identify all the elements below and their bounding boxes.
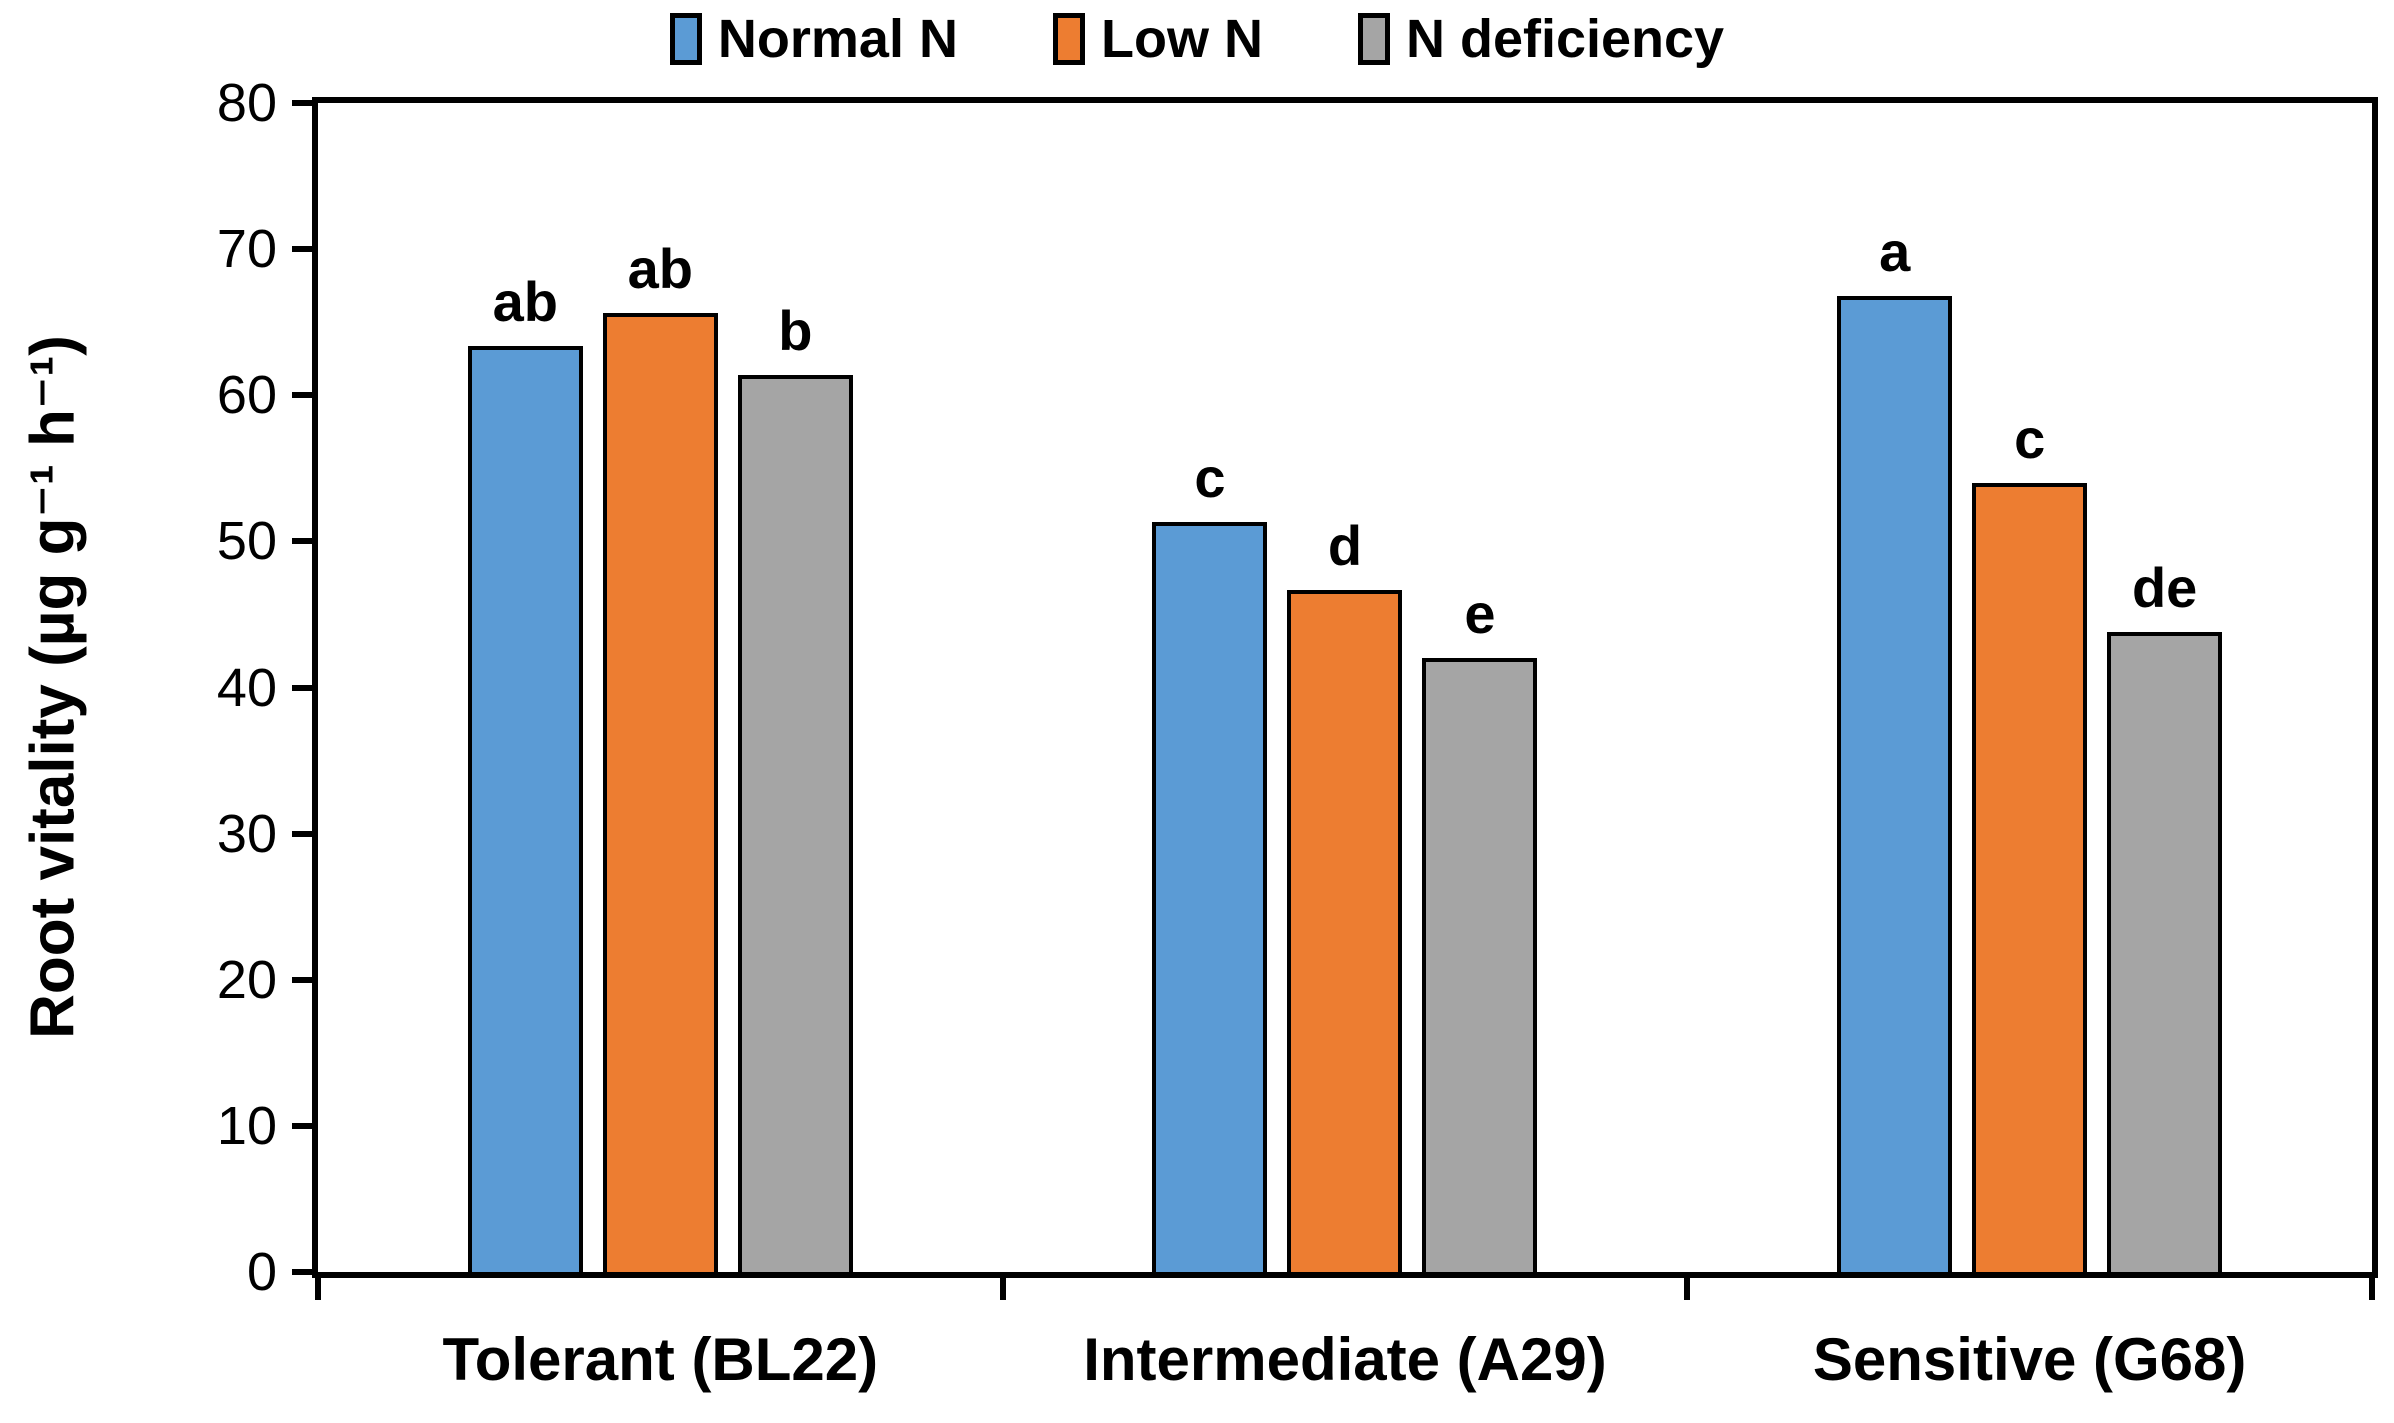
bar-normal-n bbox=[467, 345, 583, 1272]
bar-wrap: e bbox=[1422, 103, 1538, 1272]
legend-marker-icon bbox=[1357, 13, 1390, 65]
x-axis-tick bbox=[315, 1272, 321, 1300]
bar-wrap: c bbox=[1972, 103, 2088, 1272]
y-axis-tick bbox=[292, 1122, 318, 1129]
bar-n-deficiency bbox=[2107, 631, 2223, 1272]
bar-wrap: c bbox=[1152, 103, 1268, 1272]
significance-letter: d bbox=[1327, 513, 1363, 577]
y-axis-tick-label: 60 bbox=[216, 365, 277, 426]
y-axis-tick-label: 80 bbox=[216, 73, 277, 133]
bar-wrap: d bbox=[1287, 103, 1403, 1272]
y-axis-tick bbox=[292, 100, 318, 106]
y-axis-tick-label: 20 bbox=[216, 949, 277, 1010]
significance-letter: ab bbox=[492, 269, 558, 333]
x-axis-tick bbox=[2369, 1272, 2375, 1300]
bar-group-2: a c de bbox=[1687, 103, 2372, 1272]
bar-wrap: ab bbox=[467, 103, 583, 1272]
y-axis-tick bbox=[292, 684, 318, 691]
bar-low-n bbox=[1287, 589, 1403, 1272]
bar-low-n bbox=[602, 313, 718, 1272]
bar-wrap: a bbox=[1837, 103, 1953, 1272]
y-axis-tick bbox=[292, 538, 318, 545]
bar-low-n bbox=[1972, 482, 2088, 1272]
bar-wrap: b bbox=[737, 103, 853, 1272]
legend-label: N deficiency bbox=[1405, 9, 1725, 69]
significance-letter: b bbox=[778, 298, 813, 362]
y-axis-tick bbox=[292, 830, 318, 837]
y-axis-tick-label: 0 bbox=[246, 1242, 277, 1302]
y-axis-tick-label: 10 bbox=[216, 1095, 277, 1156]
significance-letter: e bbox=[1464, 582, 1496, 646]
y-axis-title: Root vitality (µg g⁻¹ h⁻¹) bbox=[18, 335, 88, 1039]
category-label-1: Intermediate (A29) bbox=[1083, 1326, 1607, 1393]
legend-item-0: Normal N bbox=[669, 9, 958, 69]
legend-item-2: N deficiency bbox=[1357, 9, 1725, 69]
y-axis-tick bbox=[292, 246, 318, 253]
bar-group-0: ab ab b bbox=[318, 103, 1003, 1272]
chart-legend: Normal N Low N N deficiency bbox=[0, 12, 2394, 66]
significance-letter: a bbox=[1879, 219, 1911, 283]
legend-item-1: Low N bbox=[1052, 9, 1263, 69]
legend-marker-icon bbox=[669, 13, 702, 65]
category-label-2: Sensitive (G68) bbox=[1812, 1326, 2247, 1393]
y-axis-tick bbox=[292, 392, 318, 399]
significance-letter: ab bbox=[627, 237, 693, 301]
category-label-0: Tolerant (BL22) bbox=[442, 1326, 879, 1393]
bar-normal-n bbox=[1837, 295, 1953, 1272]
legend-marker-icon bbox=[1052, 13, 1085, 65]
legend-label: Normal N bbox=[717, 9, 958, 69]
y-axis-tick-label: 70 bbox=[216, 219, 277, 280]
bar-wrap: de bbox=[2107, 103, 2223, 1272]
bar-wrap: ab bbox=[602, 103, 718, 1272]
y-axis-tick bbox=[292, 1269, 318, 1275]
bar-n-deficiency bbox=[1422, 658, 1538, 1272]
bar-n-deficiency bbox=[737, 374, 853, 1272]
x-axis-tick bbox=[1684, 1272, 1691, 1300]
significance-letter: c bbox=[2014, 406, 2046, 470]
y-axis-tick-label: 30 bbox=[216, 803, 277, 864]
y-axis-tick-label: 40 bbox=[216, 657, 277, 718]
legend-label: Low N bbox=[1100, 9, 1263, 69]
y-axis-tick bbox=[292, 976, 318, 983]
bar-group-1: c d e bbox=[1003, 103, 1688, 1272]
bar-normal-n bbox=[1152, 522, 1268, 1272]
significance-letter: de bbox=[2131, 555, 2198, 619]
significance-letter: c bbox=[1194, 446, 1226, 510]
x-axis-tick bbox=[999, 1272, 1006, 1300]
y-axis-tick-label: 50 bbox=[216, 511, 277, 572]
